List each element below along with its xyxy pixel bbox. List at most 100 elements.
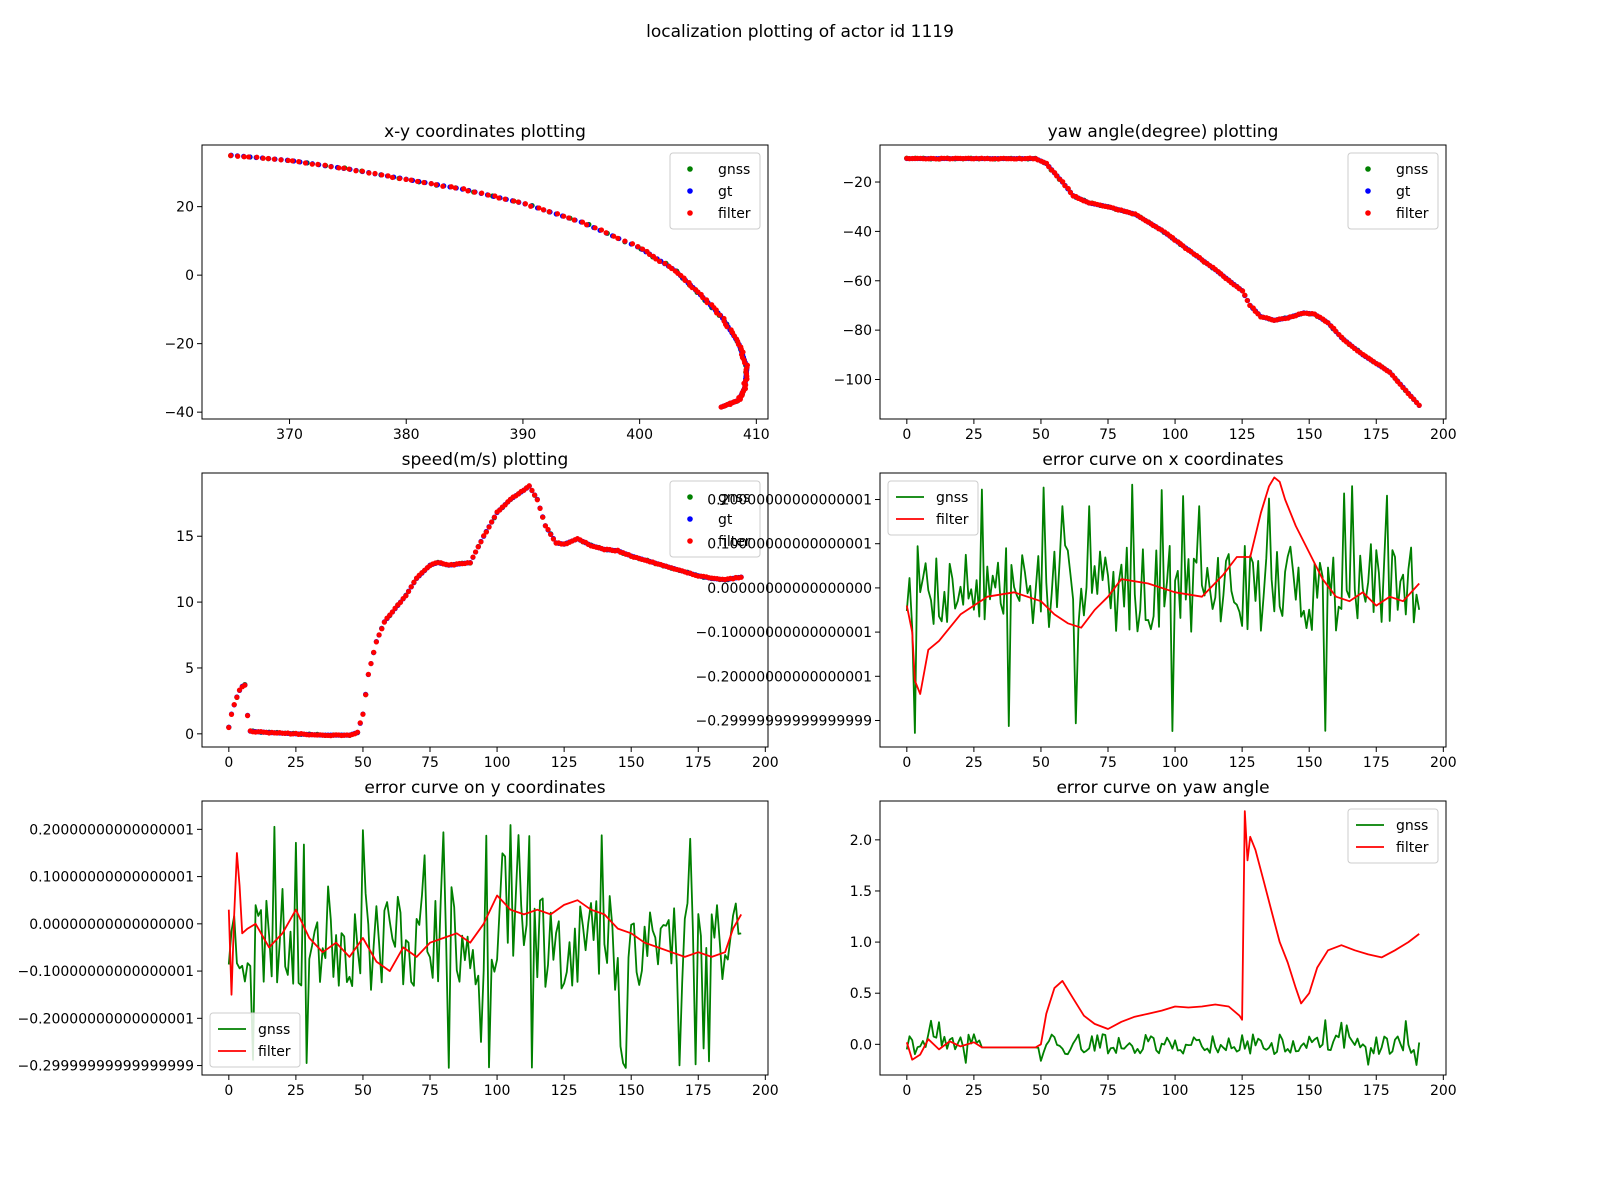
data-point-filter <box>653 256 659 262</box>
data-point-filter <box>545 526 551 533</box>
x-tick-label: 200 <box>1430 1083 1457 1099</box>
x-tick-label: 200 <box>752 1083 779 1099</box>
x-tick-label: 75 <box>421 1083 439 1099</box>
axes-frame <box>201 144 769 420</box>
data-point-filter <box>603 230 609 236</box>
y-tick-label: 0 <box>185 268 194 284</box>
data-point-filter <box>226 724 232 731</box>
y-tick-label: 0.10000000000000001 <box>29 870 194 886</box>
data-point-filter <box>278 157 284 163</box>
legend: gnss filter <box>887 480 979 536</box>
data-point-filter <box>302 160 309 166</box>
plot-area <box>905 810 1421 1066</box>
legend: gnss gt filter <box>669 480 761 558</box>
data-point-filter <box>566 215 572 221</box>
data-point-filter <box>700 295 706 301</box>
y-tick-label: 0 <box>185 727 194 743</box>
y-tick-label: −0.29999999999999999 <box>17 1059 194 1075</box>
y-tick-label: −0.10000000000000001 <box>695 625 872 641</box>
data-point-filter <box>242 682 248 688</box>
data-point-filter <box>315 161 321 168</box>
data-point-filter <box>346 166 352 172</box>
x-tick-label: 125 <box>1229 755 1256 771</box>
x-tick-label: 175 <box>685 755 712 771</box>
data-point-filter <box>583 222 590 228</box>
data-point-filter <box>550 536 556 542</box>
y-tick-label: 0.00000000000000000 <box>29 917 194 933</box>
data-point-filter <box>615 235 621 241</box>
data-point-filter <box>548 531 554 538</box>
axes-frame <box>201 472 769 748</box>
data-point-filter <box>738 574 744 580</box>
data-point-filter <box>1065 185 1071 192</box>
data-point-filter <box>461 186 467 192</box>
x-tick-label: 25 <box>287 1083 305 1099</box>
data-point-filter <box>421 179 427 186</box>
data-point-filter <box>379 172 385 178</box>
plot-area <box>904 155 1422 409</box>
x-tick-label: 75 <box>1099 755 1117 771</box>
legend-marker-filter <box>687 538 693 544</box>
data-point-filter <box>537 505 543 511</box>
data-point-filter <box>309 161 315 167</box>
x-tick-label: 0 <box>902 755 911 771</box>
x-tick-label: 150 <box>1296 427 1323 443</box>
data-point-filter <box>397 599 404 606</box>
x-tick-label: 100 <box>484 1083 511 1099</box>
data-point-filter <box>360 711 366 717</box>
data-point-filter <box>322 162 328 168</box>
x-tick-label: 150 <box>618 755 645 771</box>
y-tick-label: 2.0 <box>850 833 872 849</box>
data-point-filter <box>1416 402 1422 408</box>
data-point-filter <box>491 514 498 520</box>
data-point-filter <box>1244 297 1250 304</box>
data-point-filter <box>379 626 385 632</box>
legend-marker-gnss <box>1365 166 1371 172</box>
data-point-filter <box>492 193 498 199</box>
data-point-filter <box>241 154 247 160</box>
data-point-filter <box>411 579 417 585</box>
x-tick-label: 125 <box>551 1083 578 1099</box>
subplot-title: error curve on yaw angle <box>1056 778 1269 798</box>
x-tick-label: 100 <box>1162 427 1189 443</box>
data-point-filter <box>1242 292 1248 298</box>
legend-marker-filter <box>687 210 693 216</box>
y-tick-label: −80 <box>842 323 872 339</box>
legend-label-filter: filter <box>1396 206 1429 222</box>
data-point-filter <box>682 277 688 284</box>
data-point-filter <box>465 188 471 194</box>
data-point-filter <box>531 492 538 498</box>
data-point-filter <box>289 158 295 164</box>
x-tick-label: 200 <box>752 755 779 771</box>
data-point-filter <box>669 265 675 272</box>
data-point-filter <box>467 560 473 566</box>
data-point-filter <box>373 639 379 645</box>
data-point-filter <box>341 165 347 171</box>
data-point-filter <box>540 514 546 520</box>
subplot-title: x-y coordinates plotting <box>384 122 586 142</box>
x-tick-label: 0 <box>224 1083 233 1099</box>
y-tick-label: −60 <box>842 274 872 290</box>
subplot-erry: error curve on y coordinates 0 25 50 75 100 12… <box>17 778 778 1099</box>
data-point-filter <box>526 483 532 489</box>
figure-suptitle: localization plotting of actor id 1119 <box>646 22 954 42</box>
y-tick-label: 10 <box>176 595 194 611</box>
legend-label-filter: filter <box>718 206 751 222</box>
data-point-filter <box>486 524 492 530</box>
legend-label-gnss: gnss <box>1396 162 1428 178</box>
legend-label-filter: filter <box>936 512 969 528</box>
data-point-filter <box>365 671 371 677</box>
data-point-filter <box>1247 302 1253 308</box>
x-tick-label: 100 <box>1162 755 1189 771</box>
data-point-filter <box>328 164 334 170</box>
legend: gnss gt filter <box>669 152 761 230</box>
data-point-filter <box>433 182 439 188</box>
data-point-filter <box>646 251 653 258</box>
data-point-filter <box>502 196 508 202</box>
data-point-filter <box>381 619 387 625</box>
data-point-filter <box>662 260 668 267</box>
x-tick-label: 150 <box>1296 755 1323 771</box>
x-tick-label: 175 <box>1363 755 1390 771</box>
data-point-filter <box>235 153 241 159</box>
